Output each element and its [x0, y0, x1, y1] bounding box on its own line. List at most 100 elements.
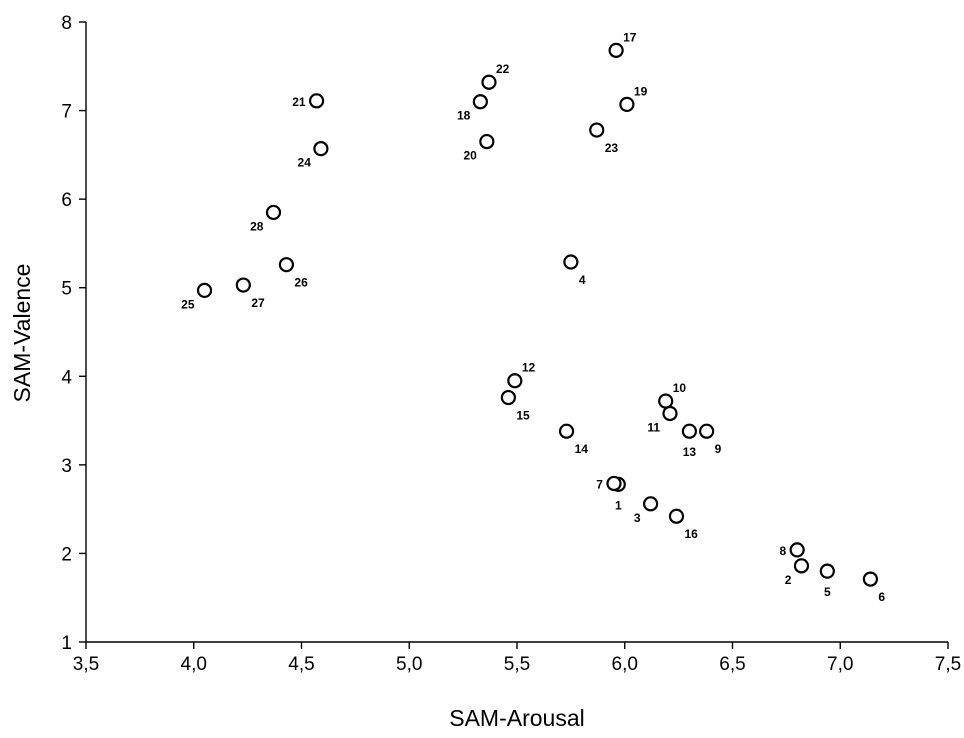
point-label: 8 [779, 544, 786, 558]
point-label: 20 [463, 149, 477, 163]
point-marker [472, 94, 488, 110]
x-tick-label: 7,0 [827, 654, 853, 675]
data-point: 16 [668, 508, 698, 541]
point-marker [681, 423, 698, 439]
x-axis-title: SAM-Arousal [449, 705, 584, 731]
point-marker [862, 571, 879, 587]
point-label: 28 [250, 219, 264, 233]
data-point: 20 [463, 133, 495, 163]
point-label: 16 [684, 527, 698, 541]
point-marker [668, 508, 685, 524]
point-marker [507, 373, 523, 389]
data-point: 25 [181, 282, 213, 311]
data-point: 9 [699, 423, 722, 456]
y-tick-label: 4 [61, 367, 72, 388]
x-tick-label: 4,0 [181, 654, 207, 675]
point-label: 19 [634, 84, 648, 98]
point-marker [278, 257, 295, 273]
point-marker [265, 204, 282, 221]
y-axis-title: SAM-Valence [9, 264, 35, 403]
data-point: 8 [779, 542, 805, 558]
point-marker [819, 563, 835, 579]
point-label: 26 [294, 276, 308, 290]
point-label: 17 [623, 30, 637, 44]
x-tick-label: 4,5 [288, 654, 314, 675]
point-label: 10 [673, 381, 687, 395]
x-tick-label: 6,0 [612, 654, 638, 675]
data-point: 14 [558, 423, 589, 456]
y-tick-label: 1 [61, 633, 72, 654]
data-point: 18 [457, 94, 488, 123]
point-label: 27 [251, 296, 265, 310]
point-marker [313, 141, 329, 157]
point-label: 15 [516, 409, 530, 423]
y-tick-label: 8 [61, 13, 72, 34]
data-point: 11 [647, 405, 678, 434]
point-label: 6 [878, 590, 885, 604]
data-point: 5 [819, 563, 835, 599]
point-label: 21 [292, 95, 306, 109]
data-point: 28 [250, 204, 282, 233]
x-tick-label: 5,5 [504, 654, 530, 675]
point-marker [558, 423, 575, 439]
point-marker [608, 42, 624, 58]
y-tick-label: 7 [61, 102, 72, 123]
point-marker [481, 74, 497, 90]
point-label: 13 [683, 445, 697, 459]
data-point: 6 [862, 571, 885, 604]
point-marker [500, 389, 516, 406]
data-point: 12 [507, 361, 536, 389]
point-label: 14 [575, 442, 589, 456]
point-label: 22 [496, 62, 510, 76]
point-marker [563, 254, 579, 270]
point-label: 11 [647, 420, 660, 434]
point-label: 23 [605, 141, 619, 155]
point-label: 24 [298, 156, 312, 170]
point-label: 12 [522, 361, 536, 375]
point-marker [793, 558, 810, 574]
data-point: 22 [481, 62, 510, 90]
point-marker [699, 423, 715, 439]
y-tick-label: 5 [61, 279, 72, 300]
data-point: 3 [634, 496, 659, 525]
data-point: 21 [292, 93, 325, 109]
data-point: 15 [500, 389, 530, 423]
point-marker [662, 405, 678, 422]
data-point: 7 [596, 475, 622, 492]
point-label: 9 [715, 442, 722, 456]
data-point: 4 [563, 254, 586, 287]
data-point: 10 [658, 381, 687, 409]
point-label: 2 [785, 573, 792, 587]
point-label: 7 [596, 477, 603, 491]
point-label: 3 [634, 511, 641, 525]
data-point: 24 [298, 141, 329, 170]
point-label: 18 [457, 109, 471, 123]
data-point: 23 [589, 122, 619, 155]
point-label: 25 [181, 297, 195, 311]
point-label: 5 [824, 585, 831, 599]
x-tick-label: 6,5 [719, 654, 745, 675]
x-tick-label: 7,5 [935, 654, 961, 675]
data-point: 19 [619, 84, 648, 112]
point-marker [658, 393, 674, 409]
point-marker [589, 122, 605, 138]
y-tick-label: 3 [61, 456, 72, 477]
point-marker [606, 475, 622, 492]
x-tick-label: 3,5 [73, 654, 99, 675]
point-marker [643, 496, 659, 512]
data-point: 17 [608, 30, 637, 58]
point-marker [789, 542, 805, 558]
x-tick-label: 5,0 [396, 654, 422, 675]
data-point: 2 [785, 558, 810, 587]
y-tick-label: 6 [61, 190, 72, 211]
point-marker [308, 93, 325, 109]
point-marker [619, 96, 635, 112]
point-marker [235, 277, 251, 293]
data-point: 13 [681, 423, 698, 459]
y-tick-label: 2 [61, 544, 72, 565]
data-point: 27 [235, 277, 265, 310]
point-label: 4 [579, 273, 586, 287]
